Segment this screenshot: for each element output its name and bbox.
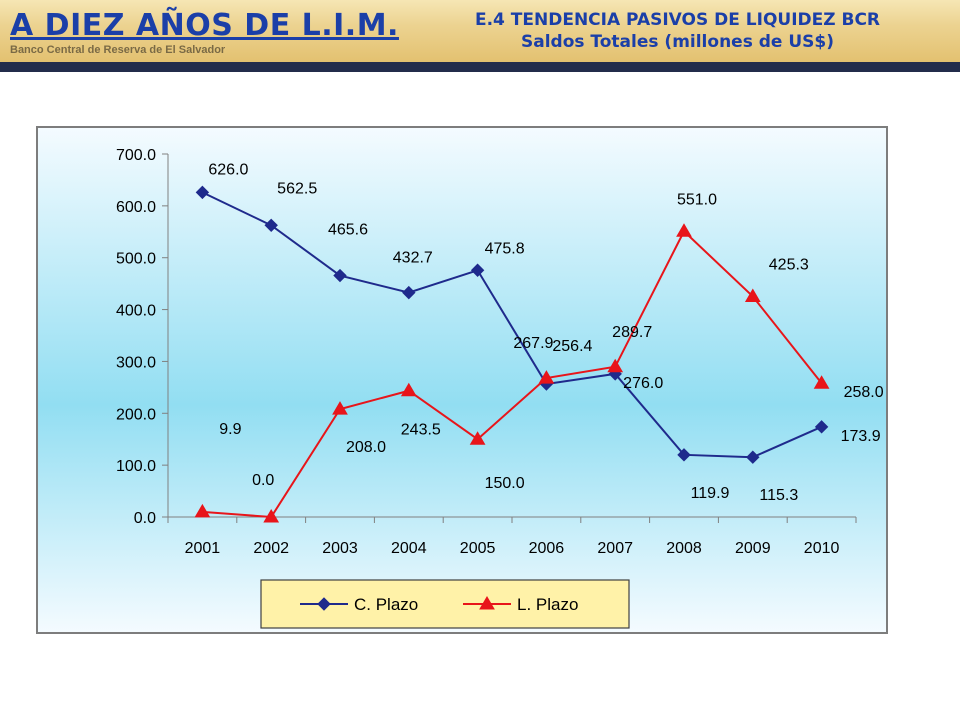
data-point-triangle (538, 370, 555, 384)
data-label: 465.6 (328, 222, 368, 239)
x-tick-label: 2010 (804, 540, 840, 557)
legend-label: L. Plazo (517, 595, 578, 614)
data-label: 258.0 (844, 384, 884, 401)
data-label: 267.9 (513, 335, 553, 352)
series-line-c-plazo (201, 191, 823, 459)
data-label: 425.3 (769, 256, 809, 273)
slide-title-line2: Saldos Totales (millones de US$) (520, 32, 834, 52)
x-tick-label: 2005 (460, 540, 496, 557)
y-tick-label: 600.0 (116, 199, 156, 216)
data-point-triangle (263, 509, 280, 523)
data-point-diamond (333, 268, 347, 283)
data-label: 551.0 (677, 191, 717, 208)
series (194, 185, 830, 523)
organization-label: Banco Central de Reserva de El Salvador (10, 44, 226, 56)
data-point-diamond (470, 263, 485, 277)
data-point-diamond (264, 218, 278, 233)
slide-title-line1: E.4 TENDENCIA PASIVOS DE LIQUIDEZ BCR (474, 10, 881, 30)
chart-container: 0.0 100.0 200.0 300.0 400.0 500.0 600.0 700.0 20… (36, 126, 888, 634)
x-tick-label: 2002 (253, 540, 289, 557)
y-tick-label: 300.0 (116, 354, 156, 371)
legend-label: C. Plazo (354, 595, 418, 614)
x-tick-label: 2006 (529, 540, 565, 557)
data-point-triangle (332, 401, 348, 415)
data-point-diamond (195, 185, 210, 200)
data-label: 9.9 (219, 421, 241, 438)
data-point-triangle (469, 431, 486, 445)
data-point-triangle (607, 358, 624, 373)
data-label: 0.0 (252, 472, 274, 489)
series-line-l-plazo (202, 229, 823, 519)
data-point-triangle (676, 223, 692, 237)
x-tick-label: 2007 (597, 540, 633, 557)
data-label: 289.7 (612, 324, 652, 341)
plot-area (38, 128, 886, 632)
x-tick-label: 2009 (735, 540, 771, 557)
y-tick-label: 0.0 (134, 510, 156, 527)
data-label: 276.0 (623, 375, 663, 392)
data-label: 173.9 (841, 428, 881, 445)
x-tick-label: 2004 (391, 540, 427, 557)
data-label: 208.0 (346, 439, 386, 456)
data-point-triangle (479, 596, 495, 610)
y-tick-label: 200.0 (116, 406, 156, 423)
data-label: 626.0 (208, 161, 248, 178)
data-label: 119.9 (691, 485, 730, 502)
data-point-diamond (746, 450, 760, 464)
data-point-diamond (814, 420, 829, 434)
header-divider (0, 62, 960, 72)
main-title: A DIEZ AÑOS DE L.I.M. (10, 8, 399, 43)
data-point-diamond (677, 448, 691, 462)
data-label: 475.8 (485, 240, 525, 257)
legend: C. Plazo L. Plazo (260, 579, 630, 629)
data-label: 432.7 (393, 250, 433, 267)
x-tick-label: 2003 (322, 540, 358, 557)
data-label: 150.0 (485, 475, 525, 492)
data-point-diamond (317, 597, 331, 611)
data-label: 256.4 (552, 338, 592, 355)
data-label: 115.3 (759, 487, 798, 504)
data-point-diamond (402, 285, 416, 300)
x-tick-label: 2001 (185, 540, 221, 557)
x-tick-label: 2008 (666, 540, 702, 557)
data-label: 562.5 (277, 180, 317, 197)
slide-header: A DIEZ AÑOS DE L.I.M. Banco Central de R… (0, 0, 960, 62)
data-label: 243.5 (401, 422, 441, 439)
data-point-triangle (744, 288, 761, 302)
y-tick-label: 500.0 (116, 251, 156, 268)
data-labels: 626.0 562.5 465.6 432.7 475.8 256.4 276.0 119.9… (208, 161, 883, 504)
y-tick-label: 400.0 (116, 303, 156, 320)
data-point-triangle (400, 382, 417, 397)
y-tick-label: 100.0 (116, 458, 156, 475)
line-chart: 0.0 100.0 200.0 300.0 400.0 500.0 600.0 700.0 20… (38, 128, 886, 632)
data-point-triangle (194, 503, 211, 518)
y-tick-label: 700.0 (116, 147, 156, 164)
axes: 0.0 100.0 200.0 300.0 400.0 500.0 600.0 700.0 20… (116, 147, 857, 557)
slide-title: E.4 TENDENCIA PASIVOS DE LIQUIDEZ BCR Sa… (400, 9, 955, 53)
data-point-triangle (813, 375, 830, 389)
